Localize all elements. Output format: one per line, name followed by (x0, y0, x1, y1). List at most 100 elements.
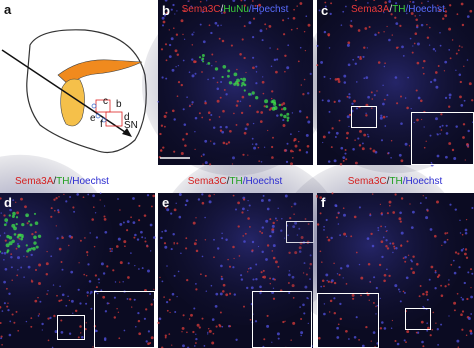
cell-dot (272, 136, 274, 139)
cell-dot (367, 133, 369, 136)
cell-dot (271, 224, 275, 228)
cell-dot (122, 281, 124, 283)
cell-dot (408, 145, 411, 147)
cell-dot (400, 159, 404, 163)
cell-dot (211, 341, 215, 345)
green-cell (234, 81, 238, 85)
cell-dot (161, 280, 164, 283)
cell-dot (181, 331, 183, 333)
cell-dot (126, 229, 129, 232)
cell-dot (173, 241, 175, 244)
cell-dot (180, 83, 183, 87)
cell-dot (390, 156, 392, 159)
cell-dot (176, 95, 179, 98)
cell-dot (318, 91, 321, 93)
cell-dot (213, 238, 215, 241)
cell-dot (348, 125, 350, 128)
cell-dot (305, 15, 308, 18)
cell-dot (164, 206, 167, 209)
cell-dot (342, 10, 345, 13)
cell-dot (319, 250, 322, 253)
cell-dot (370, 340, 372, 342)
cell-dot (415, 18, 418, 22)
cell-dot (241, 211, 244, 214)
cell-dot (463, 99, 466, 102)
cell-dot (343, 74, 347, 78)
cell-dot (345, 283, 348, 285)
cell-dot (49, 316, 52, 320)
cell-dot (446, 232, 449, 234)
cell-dot (126, 220, 130, 224)
cell-dot (360, 294, 362, 297)
cell-dot (50, 207, 53, 210)
cell-dot (30, 325, 33, 328)
cell-dot (422, 292, 425, 296)
cell-dot (363, 46, 366, 49)
cell-dot (294, 144, 298, 148)
green-cell (17, 244, 21, 248)
cell-dot (146, 245, 149, 248)
cell-dot (323, 229, 325, 231)
cell-dot (359, 129, 362, 133)
cell-dot (180, 19, 184, 23)
cell-dot (419, 14, 421, 17)
cell-dot (38, 313, 41, 315)
cell-dot (41, 329, 43, 331)
cell-dot (138, 204, 141, 207)
cell-dot (350, 235, 353, 238)
cell-dot (166, 309, 169, 312)
cell-dot (469, 329, 473, 333)
cell-dot (316, 44, 319, 47)
cell-dot (440, 284, 443, 287)
cell-dot (183, 123, 187, 126)
cell-dot (282, 124, 286, 127)
cell-dot (159, 132, 162, 136)
cell-dot (444, 96, 448, 100)
cell-dot (222, 141, 226, 145)
cell-dot (389, 204, 391, 207)
stain-part: Sema3A (351, 4, 390, 15)
cell-dot (220, 264, 223, 268)
cell-dot (1, 252, 4, 255)
cell-dot (3, 258, 5, 261)
cell-dot (434, 269, 437, 272)
cell-dot (3, 251, 7, 255)
cell-dot (363, 77, 366, 80)
site (95, 113, 101, 119)
cell-dot (400, 95, 402, 98)
cell-dot (204, 274, 207, 277)
cell-dot (221, 39, 225, 43)
cell-dot (410, 12, 414, 15)
cell-dot (193, 307, 196, 310)
cell-dot (400, 122, 403, 125)
cell-dot (222, 109, 225, 113)
cell-dot (162, 20, 166, 24)
cell-dot (0, 337, 3, 340)
green-cell (8, 236, 13, 240)
cell-dot (210, 114, 213, 116)
cell-dot (37, 296, 39, 299)
cell-dot (358, 339, 360, 341)
cell-dot (173, 27, 175, 29)
cell-dot (282, 320, 285, 324)
cell-dot (419, 202, 422, 204)
cell-dot (195, 217, 197, 219)
cell-dot (266, 324, 270, 328)
cell-dot (365, 112, 367, 115)
cell-dot (360, 276, 364, 280)
cell-dot (450, 263, 453, 266)
cell-dot (243, 4, 246, 7)
cell-dot (329, 299, 333, 303)
micrograph (301, 0, 474, 174)
cell-dot (416, 42, 420, 46)
cell-dot (227, 258, 229, 261)
cell-dot (396, 102, 399, 105)
cell-dot (340, 24, 343, 26)
cell-dot (0, 234, 1, 237)
cell-dot (453, 309, 456, 312)
cell-dot (248, 204, 251, 207)
cell-dot (286, 142, 289, 145)
cell-dot (400, 231, 404, 235)
cell-dot (320, 285, 323, 288)
cell-dot (271, 250, 274, 252)
